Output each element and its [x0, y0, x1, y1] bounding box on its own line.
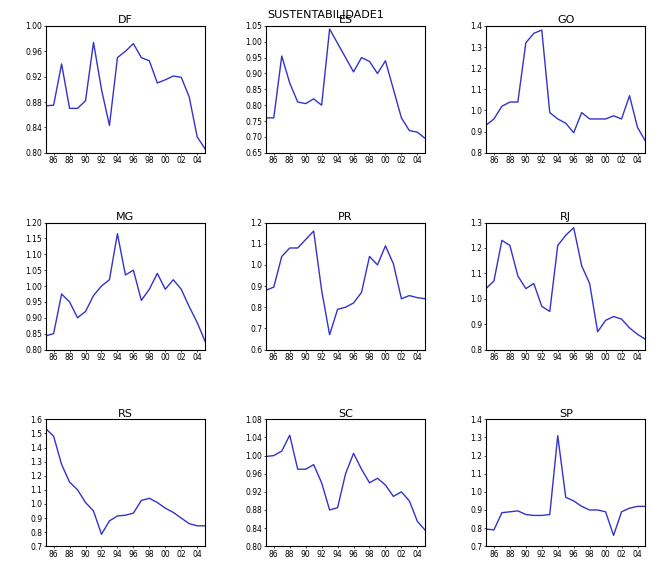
- Title: GO: GO: [557, 15, 574, 25]
- Title: SP: SP: [559, 409, 572, 419]
- Title: PR: PR: [338, 212, 353, 222]
- Title: SC: SC: [338, 409, 353, 419]
- Title: MG: MG: [116, 212, 134, 222]
- Text: SUSTENTABILIDADE1: SUSTENTABILIDADE1: [267, 10, 385, 20]
- Title: ES: ES: [338, 15, 353, 25]
- Title: RS: RS: [118, 409, 133, 419]
- Title: RJ: RJ: [560, 212, 571, 222]
- Title: DF: DF: [118, 15, 133, 25]
